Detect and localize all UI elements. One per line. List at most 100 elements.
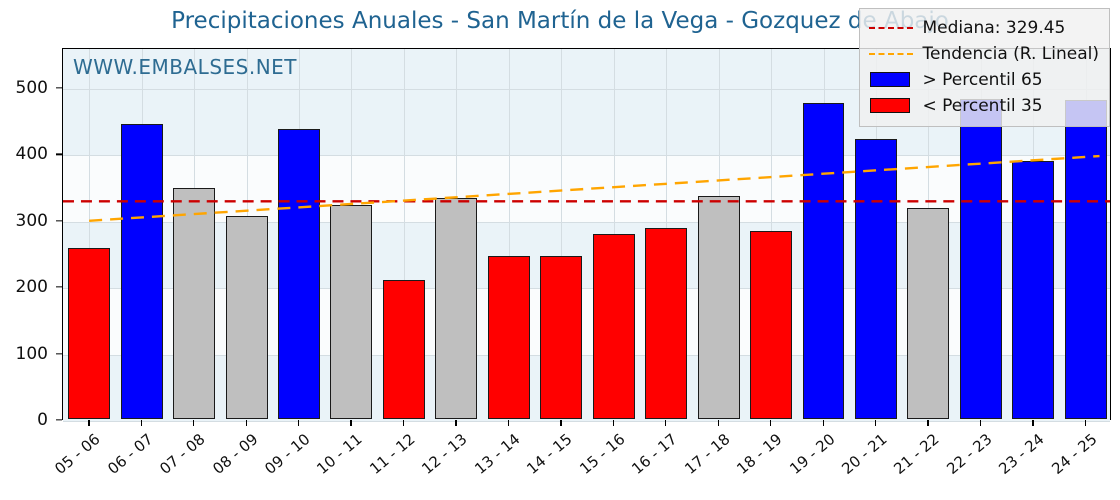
x-tick-mark [245,420,247,426]
x-tick-label: 10 - 11 [313,430,367,478]
reference-lines-layer [63,154,1110,222]
bar[interactable] [435,197,478,419]
y-tick-mark [56,419,62,421]
x-tick-label: 07 - 08 [156,430,209,478]
x-tick-label: 14 - 15 [523,430,576,478]
legend-item-label: > Percentil 65 [922,70,1043,90]
bar[interactable] [540,255,583,419]
y-tick-mark [56,87,62,89]
bar[interactable] [278,129,320,419]
x-tick-mark [874,420,877,426]
x-tick-mark [507,420,510,426]
legend-swatch-icon [869,71,913,89]
y-tick-mark [56,286,62,288]
dashed-line-icon [868,27,913,29]
watermark-text: WWW.EMBALSES.NET [73,55,298,79]
x-tick-mark [88,420,90,426]
bar[interactable] [173,187,216,419]
y-tick-mark [56,220,62,222]
x-tick-mark [298,420,300,426]
legend-item-label: Mediana: 329.45 [922,18,1066,38]
x-tick-label: 11 - 12 [366,430,419,478]
y-tick-label: 200 [15,277,48,298]
legend-item[interactable]: Tendencia (R. Lineal) [868,41,1099,67]
bar[interactable] [1064,100,1107,419]
x-tick-mark [455,420,457,426]
bars-layer [63,49,1110,419]
x-tick-label: 08 - 09 [208,430,262,478]
y-tick-label: 300 [15,210,48,231]
x-tick-label: 22 - 23 [943,430,996,478]
bar[interactable] [750,231,793,419]
bar[interactable] [802,102,845,419]
dashed-line-icon [868,53,913,55]
bar[interactable] [225,216,268,419]
gridline-horizontal [63,288,1110,290]
x-tick-label: 21 - 22 [890,430,943,478]
bar[interactable] [959,99,1002,419]
x-tick-label: 24 - 25 [1048,430,1101,478]
x-tick-label: 13 - 14 [471,430,524,478]
gridline-horizontal [63,421,1110,422]
color-swatch-icon [869,98,910,113]
bar[interactable] [592,234,635,419]
legend-dashed-line-icon [868,19,913,37]
x-tick-mark [193,420,195,426]
bar[interactable] [854,138,897,419]
gridline-horizontal [63,354,1110,356]
x-tick-label: 17 - 18 [680,430,734,478]
x-tick-mark [717,420,719,426]
legend-swatch-icon [869,97,913,115]
x-tick-mark [560,420,562,426]
x-tick-label: 20 - 21 [838,430,891,478]
legend-item[interactable]: < Percentil 35 [869,93,1100,119]
x-tick-label: 06 - 07 [103,430,157,478]
y-tick-mark [56,153,62,155]
x-tick-label: 09 - 10 [261,430,314,478]
x-tick-mark [770,420,772,426]
x-tick-label: 16 - 17 [628,430,681,478]
x-tick-mark [1084,420,1087,426]
x-tick-label: 05 - 06 [51,430,104,478]
chart-legend: Mediana: 329.45 Tendencia (R. Lineal) > Pe… [858,8,1110,127]
gridline-vertical [614,49,615,419]
x-tick-mark [979,420,982,426]
gridline-vertical [404,49,405,419]
bar[interactable] [1012,161,1055,419]
page-title: Precipitaciones Anuales - San Martín de … [171,8,949,34]
gridline-vertical [561,49,562,419]
legend-item[interactable]: > Percentil 65 [869,67,1100,93]
x-axis: 05 - 06 06 - 07 07 - 08 08 - 09 09 - 10 10 - … [52,420,1111,500]
color-swatch-icon [869,72,910,87]
x-tick-mark [822,420,824,426]
gridline-vertical [89,49,90,419]
x-tick-label: 15 - 16 [576,430,629,478]
y-tick-label: 100 [15,343,48,364]
x-tick-mark [612,420,615,426]
x-tick-label: 12 - 13 [418,430,471,478]
trend-line [89,154,1100,222]
bar[interactable] [330,205,373,419]
bar[interactable] [907,208,950,419]
bar[interactable] [645,227,688,419]
x-tick-mark [140,420,142,426]
bar[interactable] [382,279,425,419]
gridline-horizontal [63,155,1110,157]
x-tick-label: 23 - 24 [995,430,1048,478]
legend-item-label: < Percentil 35 [922,96,1043,116]
bar[interactable] [697,195,740,419]
legend-item[interactable]: Mediana: 329.45 [868,15,1100,41]
bar[interactable] [120,124,163,419]
bar[interactable] [487,255,530,419]
y-tick-label: 400 [15,144,48,165]
x-tick-mark [665,420,667,426]
x-tick-mark [1032,420,1034,426]
x-tick-mark [402,420,405,426]
y-tick-label: 500 [15,77,48,98]
y-tick-label: 0 [37,410,48,430]
y-tick-mark [56,352,62,355]
x-tick-mark [927,420,929,426]
x-tick-label: 19 - 20 [785,430,839,478]
bar[interactable] [68,248,111,419]
